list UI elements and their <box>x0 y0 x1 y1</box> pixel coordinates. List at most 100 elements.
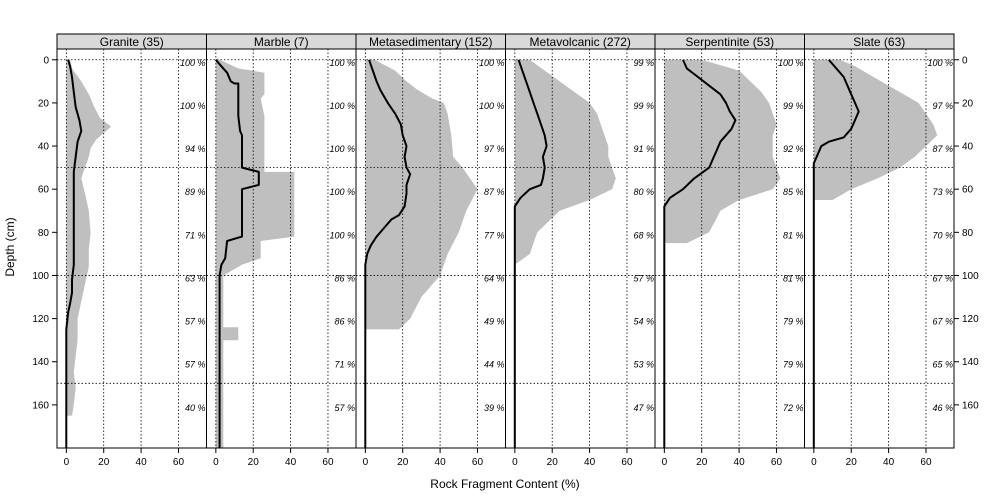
y-tick-label-left: 40 <box>38 142 50 153</box>
median-line <box>65 59 83 448</box>
percent-label: 68 % <box>633 230 654 240</box>
confidence-band <box>664 59 781 244</box>
panel: 100 % 100 % 100 % 100 % 100 % 86 % 86 % 71 % 57 … <box>206 33 357 468</box>
y-tick-label-left: 60 <box>38 185 50 196</box>
y-tick-label-right: 160 <box>962 400 979 411</box>
median-line <box>812 59 860 448</box>
y-tick-label-right: 100 <box>962 271 979 282</box>
x-tick-label: 40 <box>136 457 148 468</box>
x-tick-label: 40 <box>285 457 297 468</box>
x-tick-label: 20 <box>98 457 110 468</box>
percent-label: 92 % <box>783 144 804 154</box>
x-tick-label: 60 <box>920 457 932 468</box>
y-tick-label-right: 120 <box>962 314 979 325</box>
x-tick-label: 0 <box>512 457 518 468</box>
x-tick-label: 60 <box>173 457 185 468</box>
y-tick-label-left: 140 <box>32 357 49 368</box>
percent-label: 72 % <box>783 403 804 413</box>
panel: 100 % 97 % 87 % 73 % 70 % 67 % 67 % 65 % 46 % Sla… <box>804 33 955 468</box>
x-tick-label: 20 <box>696 457 708 468</box>
y-tick-label-right: 140 <box>962 357 979 368</box>
x-tick-label: 40 <box>734 457 746 468</box>
panel-border <box>804 48 955 449</box>
panel: 100 % 99 % 92 % 85 % 81 % 81 % 79 % 79 % 72 % Ser… <box>654 33 805 468</box>
panel-title: Metasedimentary (152) <box>369 35 492 49</box>
median-line <box>513 59 548 448</box>
y-tick-label-right: 40 <box>962 142 974 153</box>
percent-label: 100 % <box>778 58 804 68</box>
x-tick-label: 20 <box>248 457 260 468</box>
percent-label: 97 % <box>932 101 953 111</box>
percent-label: 100 % <box>329 144 355 154</box>
percent-label: 81 % <box>783 273 804 283</box>
y-tick-label-left: 160 <box>32 400 49 411</box>
panel: 100 % 100 % 94 % 89 % 71 % 63 % 57 % 57 % 40 % Gr… <box>56 33 207 468</box>
y-tick-label-left: 120 <box>32 314 49 325</box>
panel: 100 % 100 % 97 % 87 % 77 % 64 % 49 % 44 % 39 % Me… <box>355 33 506 468</box>
percent-label: 57 % <box>334 403 355 413</box>
percent-label: 87 % <box>932 144 953 154</box>
percent-label: 97 % <box>484 144 505 154</box>
confidence-band <box>365 59 478 330</box>
chart-panels: 100 % 100 % 94 % 89 % 71 % 63 % 57 % 57 % 40 % Gr… <box>56 33 955 468</box>
percent-label: 77 % <box>484 230 505 240</box>
y-tick-label-left: 20 <box>38 98 50 109</box>
percent-label: 57 % <box>185 317 206 327</box>
percent-label: 100 % <box>329 58 355 68</box>
panel-title: Serpentinite (53) <box>685 35 774 49</box>
x-tick-label: 0 <box>363 457 369 468</box>
percent-label: 54 % <box>633 317 654 327</box>
y-tick-label-right: 80 <box>962 228 974 239</box>
percent-label: 57 % <box>185 360 206 370</box>
percent-label: 100 % <box>927 58 953 68</box>
percent-label: 86 % <box>334 273 355 283</box>
x-tick-label: 40 <box>584 457 596 468</box>
x-tick-label: 40 <box>435 457 447 468</box>
panel-title: Slate (63) <box>853 35 905 49</box>
x-tick-label: 60 <box>771 457 783 468</box>
percent-label: 53 % <box>633 360 654 370</box>
confidence-band <box>215 59 295 449</box>
percent-label: 40 % <box>185 403 206 413</box>
percent-label: 89 % <box>185 187 206 197</box>
y-tick-label-right: 0 <box>962 55 968 66</box>
percent-label: 71 % <box>185 230 206 240</box>
percent-label: 39 % <box>484 403 505 413</box>
percent-label: 99 % <box>633 58 654 68</box>
panel: 99 % 99 % 91 % 80 % 68 % 57 % 54 % 53 % 47 % Meta… <box>505 33 656 468</box>
percent-label: 49 % <box>484 317 505 327</box>
x-tick-label: 0 <box>662 457 668 468</box>
percent-label: 79 % <box>783 317 804 327</box>
percent-label: 100 % <box>329 101 355 111</box>
percent-label: 63 % <box>185 273 206 283</box>
x-tick-label: 0 <box>811 457 817 468</box>
percent-label: 87 % <box>484 187 505 197</box>
percent-label: 100 % <box>180 101 206 111</box>
percent-label: 99 % <box>633 101 654 111</box>
percent-label: 44 % <box>484 360 505 370</box>
median-line <box>364 59 412 448</box>
median-line <box>663 59 737 448</box>
percent-label: 100 % <box>180 58 206 68</box>
x-tick-label: 60 <box>472 457 484 468</box>
x-tick-label: 20 <box>547 457 559 468</box>
y-axis-title: Depth (cm) <box>3 217 17 276</box>
panel-title: Marble (7) <box>254 35 309 49</box>
y-tick-label-left: 100 <box>32 271 49 282</box>
y-tick-label-right: 20 <box>962 98 974 109</box>
panel-title: Granite (35) <box>100 35 164 49</box>
percent-label: 79 % <box>783 360 804 370</box>
percent-label: 65 % <box>932 360 953 370</box>
percent-label: 57 % <box>633 273 654 283</box>
percent-label: 64 % <box>484 273 505 283</box>
percent-label: 73 % <box>932 187 953 197</box>
x-tick-label: 20 <box>397 457 409 468</box>
chart-axes: 0 0 20 20 40 40 60 60 80 80 100 100 120 120 140 140 160 1… <box>32 55 979 411</box>
x-axis-title: Rock Fragment Content (%) <box>430 477 579 491</box>
percent-label: 100 % <box>329 187 355 197</box>
percent-label: 47 % <box>633 403 654 413</box>
percent-label: 71 % <box>334 360 355 370</box>
percent-label: 100 % <box>479 101 505 111</box>
percent-label: 46 % <box>932 403 953 413</box>
